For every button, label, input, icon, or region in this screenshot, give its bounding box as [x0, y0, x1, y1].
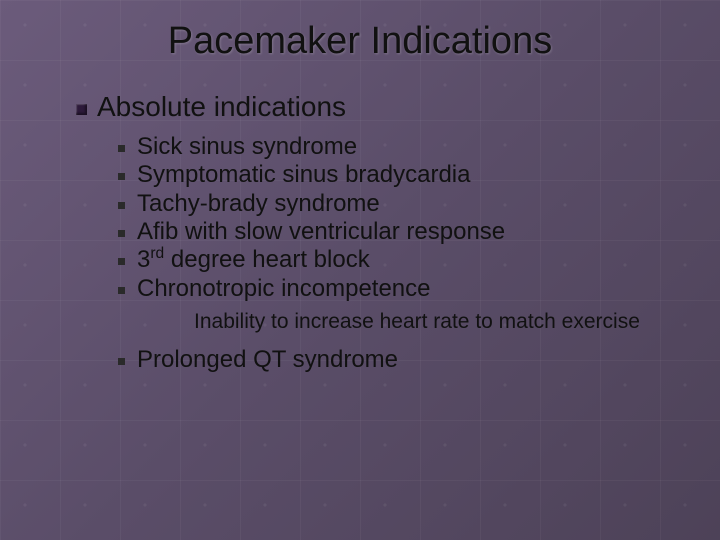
- ordinal-rest: degree heart block: [164, 246, 369, 273]
- list-item: Symptomatic sinus bradycardia: [118, 161, 720, 189]
- list-item: 3rd degree heart block: [118, 246, 720, 274]
- small-square-bullet-icon: [118, 173, 125, 180]
- list-item-text: Afib with slow ventricular response: [137, 218, 505, 246]
- ordinal-number: 3: [137, 246, 150, 273]
- list-item: Prolonged QT syndrome: [118, 346, 720, 374]
- small-square-bullet-icon: [118, 258, 125, 265]
- list-item: Tachy-brady syndrome: [118, 190, 720, 218]
- small-square-bullet-icon: [118, 230, 125, 237]
- heading-text: Absolute indications: [97, 91, 346, 123]
- slide: Pacemaker Indications Absolute indicatio…: [0, 0, 720, 540]
- heading-row: Absolute indications: [76, 91, 720, 123]
- ordinal-suffix: rd: [150, 245, 164, 262]
- slide-title: Pacemaker Indications: [0, 20, 720, 63]
- small-square-bullet-icon: [118, 287, 125, 294]
- list-item-text: Tachy-brady syndrome: [137, 190, 380, 218]
- list-item-text: Chronotropic incompetence: [137, 275, 431, 303]
- list-item: Chronotropic incompetence: [118, 275, 720, 303]
- list-item-text: 3rd degree heart block: [137, 246, 370, 274]
- slide-content: Absolute indications Sick sinus syndrome…: [0, 91, 720, 374]
- small-square-bullet-icon: [118, 145, 125, 152]
- small-square-bullet-icon: [118, 202, 125, 209]
- list-item-text: Symptomatic sinus bradycardia: [137, 161, 470, 189]
- list-item-text: Sick sinus syndrome: [137, 133, 357, 161]
- small-square-bullet-icon: [118, 358, 125, 365]
- list-item-text: Prolonged QT syndrome: [137, 346, 398, 374]
- list-item: Sick sinus syndrome: [118, 133, 720, 161]
- sub-list-item: Inability to increase heart rate to matc…: [194, 309, 720, 334]
- list-item: Afib with slow ventricular response: [118, 218, 720, 246]
- square-bullet-icon: [76, 104, 87, 115]
